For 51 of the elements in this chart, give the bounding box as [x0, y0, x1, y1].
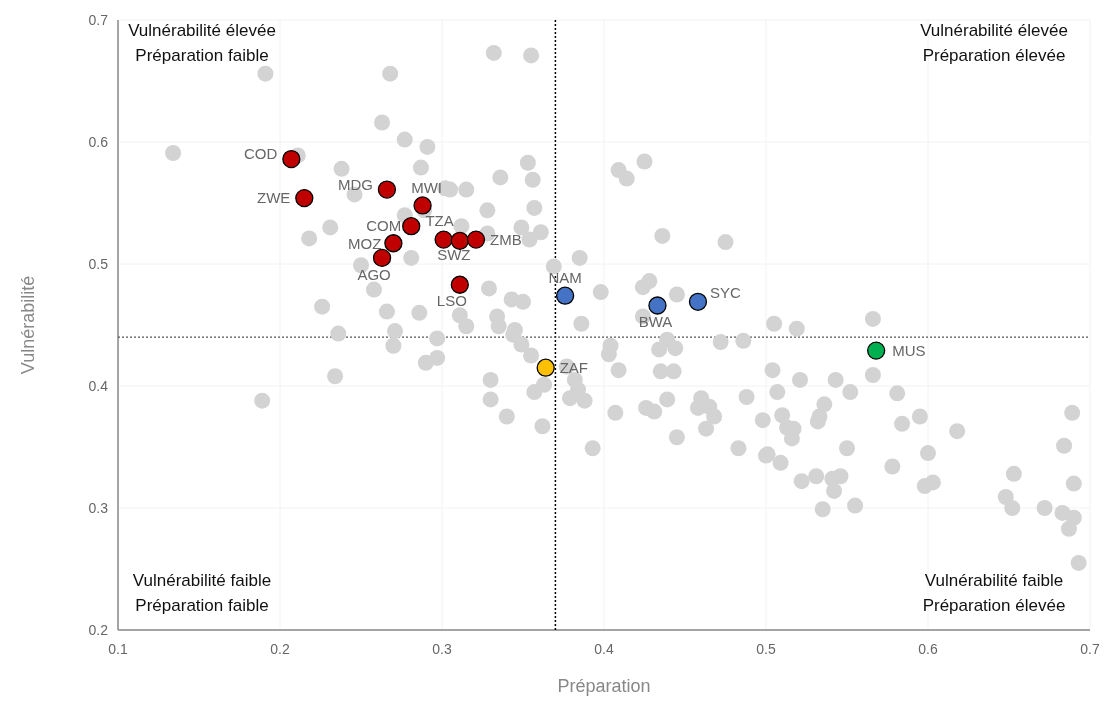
annotation: AGO [357, 265, 391, 283]
point [372, 248, 392, 268]
point [384, 234, 403, 253]
annotation: Vulnérabilité faible Préparation élevée [922, 571, 1066, 615]
x-axis-title: Préparation [557, 676, 651, 696]
point [555, 286, 575, 305]
annotation: TZA [425, 211, 454, 229]
annotation: MUS [892, 341, 926, 359]
point [377, 180, 397, 199]
point [282, 149, 301, 169]
y-tick-label: 0.4 [88, 378, 109, 394]
point [466, 230, 486, 249]
y-tick-label: 0.5 [88, 256, 109, 272]
point [867, 341, 886, 360]
annotation: ZAF [559, 358, 589, 376]
annotation: SYC [709, 283, 741, 301]
x-tick-label: 0.1 [108, 641, 128, 657]
annotation: MWI [411, 179, 442, 197]
point [434, 230, 453, 249]
annotation: Vulnérabilité élevée Préparation élevée [920, 21, 1068, 65]
point [688, 292, 708, 311]
annotation: ZWE [256, 189, 291, 207]
point [402, 217, 421, 236]
point [450, 231, 469, 250]
x-tick-label: 0.2 [270, 641, 290, 657]
annotation: NAM [548, 268, 582, 286]
point [450, 275, 469, 294]
x-tick-label: 0.7 [1080, 641, 1100, 657]
x-tick-label: 0.3 [432, 641, 452, 657]
y-tick-label: 0.6 [88, 134, 109, 150]
annotation: COM [366, 217, 402, 235]
y-tick-label: 0.7 [88, 12, 109, 28]
y-axis-title: Vulnérabilité [18, 275, 38, 375]
annotation: BWA [638, 313, 673, 331]
annotation: SWZ [437, 245, 471, 263]
point [295, 188, 314, 208]
annotation: COD [244, 145, 278, 163]
annotation: LSO [436, 291, 467, 309]
x-tick-label: 0.6 [918, 641, 938, 657]
annotation: ZMB [490, 230, 522, 248]
x-tick-label: 0.5 [756, 641, 776, 657]
point [536, 358, 555, 377]
point [413, 196, 432, 215]
annotation: Vulnérabilité élevée Préparation faible [128, 21, 276, 65]
y-tick-label: 0.3 [88, 500, 109, 516]
x-tick-label: 0.4 [594, 641, 614, 657]
annotation: MDG [337, 175, 373, 193]
y-tick-label: 0.2 [88, 622, 109, 638]
annotation: Vulnérabilité faible Préparation faible [132, 571, 272, 615]
annotation: MOZ [348, 235, 382, 253]
point [648, 296, 667, 315]
